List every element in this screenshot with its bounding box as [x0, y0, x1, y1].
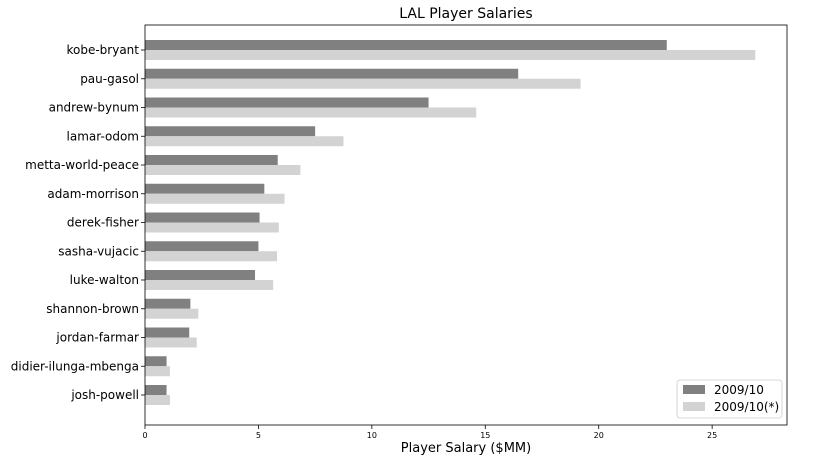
bar-didier-ilunga-mbenga-series-2 [145, 366, 170, 377]
bar-josh-powell-series-2 [145, 395, 170, 405]
bar-shannon-brown-series-1 [145, 298, 191, 309]
category-label-metta-world-peace: metta-world-peace [25, 158, 139, 172]
x-axis-label: Player Salary ($MM) [401, 441, 531, 456]
category-label-adam-morrison: adam-morrison [47, 187, 139, 201]
category-label-josh-powell: josh-powell [70, 388, 139, 402]
bar-shannon-brown-series-2 [145, 308, 199, 319]
x-tick-label-20: 20 [594, 431, 604, 440]
category-label-derek-fisher: derek-fisher [67, 216, 139, 230]
legend-swatch-2 [683, 402, 705, 411]
bar-kobe-bryant-series-2 [145, 50, 756, 60]
bar-derek-fisher-series-1 [145, 212, 260, 223]
bar-pau-gasol-series-1 [145, 68, 519, 79]
category-label-luke-walton: luke-walton [70, 273, 139, 287]
bars-group [145, 40, 756, 405]
x-tick-label-5: 5 [256, 431, 261, 440]
bar-luke-walton-series-1 [145, 270, 256, 280]
x-tick-label-25: 25 [707, 431, 717, 440]
bar-kobe-bryant-series-1 [145, 40, 667, 50]
bar-adam-morrison-series-1 [145, 183, 265, 194]
legend-swatch-1 [683, 385, 705, 394]
category-label-sasha-vujacic: sasha-vujacic [58, 244, 139, 258]
bar-luke-walton-series-2 [145, 280, 274, 290]
bar-didier-ilunga-mbenga-series-1 [145, 356, 167, 367]
bar-lamar-odom-series-2 [145, 136, 344, 147]
bar-jordan-farmar-series-2 [145, 337, 197, 348]
bar-metta-world-peace-series-1 [145, 155, 278, 165]
bar-lamar-odom-series-1 [145, 126, 316, 137]
x-tick-label-10: 10 [367, 431, 377, 440]
chart-title: LAL Player Salaries [399, 6, 532, 22]
bar-pau-gasol-series-2 [145, 78, 581, 89]
category-labels: kobe-bryant pau-gasol andrew-bynum lamar-od… [11, 43, 145, 402]
bar-jordan-farmar-series-1 [145, 327, 190, 338]
bar-andrew-bynum-series-1 [145, 97, 429, 108]
bar-metta-world-peace-series-2 [145, 165, 301, 175]
category-label-kobe-bryant: kobe-bryant [66, 43, 139, 57]
x-axis-ticks: 0 5 10 15 20 25 [142, 425, 717, 440]
legend-label-1: 2009/10 [714, 383, 764, 397]
category-label-didier-ilunga-mbenga: didier-ilunga-mbenga [11, 359, 139, 373]
bar-sasha-vujacic-series-2 [145, 251, 278, 262]
plot-frame [144, 24, 788, 426]
x-tick-label-0: 0 [142, 431, 147, 440]
legend-label-2: 2009/10(*) [714, 400, 779, 414]
x-tick-label-15: 15 [480, 431, 490, 440]
bar-andrew-bynum-series-2 [145, 107, 477, 118]
legend: 2009/10 2009/10(*) [676, 379, 783, 419]
bar-josh-powell-series-1 [145, 385, 167, 395]
category-label-lamar-odom: lamar-odom [67, 129, 139, 143]
bar-sasha-vujacic-series-1 [145, 241, 259, 252]
category-label-pau-gasol: pau-gasol [80, 72, 139, 86]
category-label-jordan-farmar: jordan-farmar [55, 331, 139, 345]
category-label-shannon-brown: shannon-brown [46, 302, 139, 316]
category-label-andrew-bynum: andrew-bynum [49, 101, 139, 115]
bar-adam-morrison-series-2 [145, 193, 285, 204]
bar-derek-fisher-series-2 [145, 222, 279, 233]
